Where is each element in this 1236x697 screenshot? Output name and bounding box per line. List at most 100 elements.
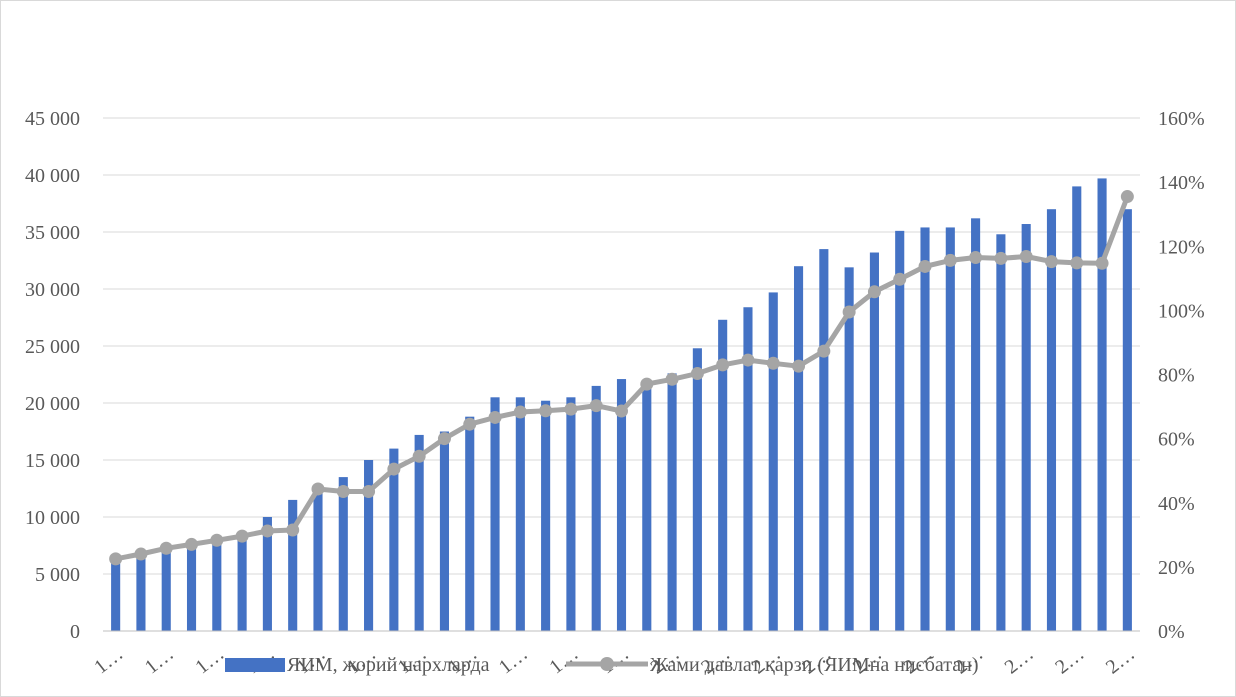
debt-ratio-point <box>159 541 173 555</box>
left-y-tick-label: 25 000 <box>25 336 80 358</box>
gdp-bar <box>1072 186 1082 631</box>
gdp-bar <box>414 434 424 631</box>
debt-ratio-point <box>994 251 1008 265</box>
x-tick-label: 1… <box>191 643 228 679</box>
left-y-axis: 0 5 000 10 000 15 000 20 000 25 000 30 000 35 0… <box>25 108 80 643</box>
x-tick-label: 2… <box>1051 643 1088 679</box>
x-tick-label: 1… <box>495 643 532 679</box>
right-y-tick-label: 160% <box>1158 108 1205 130</box>
gdp-bar <box>338 477 348 631</box>
debt-ratio-point <box>792 359 806 373</box>
gdp-bar <box>389 448 399 631</box>
debt-ratio-point <box>867 285 881 299</box>
debt-ratio-point <box>893 272 907 286</box>
gdp-bar <box>1122 209 1132 631</box>
left-y-tick-label: 0 <box>70 621 80 643</box>
debt-ratio-point <box>1095 256 1109 270</box>
gdp-bar <box>920 227 930 631</box>
gdp-bar <box>262 517 272 631</box>
debt-ratio-point <box>185 537 199 551</box>
debt-ratio-point <box>969 250 983 264</box>
left-y-tick-label: 15 000 <box>25 450 80 472</box>
debt-ratio-point <box>766 356 780 370</box>
debt-ratio-point <box>286 523 300 537</box>
gdp-bar <box>793 266 804 631</box>
gdp-bar <box>718 319 728 631</box>
gdp-bar <box>667 373 677 631</box>
gdp-bar <box>642 382 652 631</box>
gdp-bar <box>1046 209 1057 631</box>
gdp-bar <box>743 307 753 631</box>
debt-ratio-point <box>134 547 148 561</box>
debt-ratio-point <box>539 404 553 418</box>
debt-ratio-point <box>437 432 451 446</box>
right-y-axis: 0% 20% 40% 60% 80% 100% 120% 140% 160% <box>1158 108 1205 643</box>
gdp-bar <box>541 400 551 631</box>
debt-ratio-point <box>943 253 957 267</box>
x-tick-label: 1… <box>141 643 178 679</box>
gdp-bar <box>212 540 222 631</box>
left-y-tick-label: 35 000 <box>25 222 80 244</box>
debt-ratio-point <box>817 344 831 358</box>
gdp-bar <box>186 545 197 631</box>
debt-ratio-point <box>109 552 123 566</box>
debt-ratio-point <box>615 404 628 418</box>
gdp-bar <box>515 397 525 631</box>
gdp-bars <box>111 178 1132 632</box>
right-y-tick-label: 20% <box>1158 557 1195 579</box>
debt-ratio-point <box>488 410 502 424</box>
debt-ratio-point <box>387 462 401 476</box>
gdp-bar <box>1097 178 1107 632</box>
debt-ratio-point <box>741 353 755 367</box>
gdp-bar <box>161 551 171 631</box>
debt-ratio-point <box>564 402 578 416</box>
debt-ratio-point <box>235 529 249 543</box>
x-tick-label: 2… <box>1001 643 1038 679</box>
x-tick-label: 1… <box>545 643 582 679</box>
gdp-bar <box>996 234 1006 631</box>
gdp-bar <box>237 532 247 631</box>
right-y-tick-label: 100% <box>1158 300 1205 322</box>
left-y-tick-label: 30 000 <box>25 279 80 301</box>
debt-ratio-point <box>463 417 477 431</box>
gdp-bar <box>566 397 576 631</box>
debt-ratio-point <box>260 524 274 538</box>
debt-ratio-point <box>1070 256 1084 270</box>
gdp-bar <box>591 385 601 631</box>
debt-ratio-point <box>336 485 350 499</box>
debt-ratio-point <box>1120 190 1134 204</box>
gridlines <box>103 117 1140 575</box>
gdp-bar <box>768 292 778 631</box>
debt-ratio-point <box>1019 250 1033 264</box>
legend-swatch-gdp <box>225 658 285 672</box>
x-tick-label: 2… <box>1102 643 1139 679</box>
gdp-bar <box>844 267 854 631</box>
debt-ratio-point <box>362 485 376 499</box>
left-y-tick-label: 45 000 <box>25 108 80 130</box>
gdp-bar <box>616 379 627 631</box>
debt-ratio-point <box>1044 255 1058 269</box>
gdp-bar <box>1021 224 1031 631</box>
gdp-bar <box>288 499 298 631</box>
legend: ЯИМ, жорий нархларда Жами давлат қарзи (Я… <box>225 654 979 676</box>
gdp-bar <box>465 416 475 631</box>
debt-ratio-point <box>690 367 704 381</box>
debt-ratio-point <box>665 372 679 386</box>
legend-swatch-debt-marker <box>600 657 614 671</box>
left-y-tick-label: 40 000 <box>25 165 80 187</box>
gdp-bar <box>692 348 702 631</box>
right-y-tick-label: 40% <box>1158 493 1195 515</box>
debt-line <box>109 190 1134 566</box>
debt-ratio-point <box>412 449 426 463</box>
debt-ratio-point <box>640 377 654 391</box>
right-y-tick-label: 120% <box>1158 236 1205 258</box>
gdp-bar <box>971 218 981 631</box>
debt-ratio-point <box>918 259 932 273</box>
left-y-tick-label: 10 000 <box>25 507 80 529</box>
right-y-tick-label: 60% <box>1158 429 1195 451</box>
debt-ratio-point <box>842 305 856 319</box>
right-y-tick-label: 140% <box>1158 172 1205 194</box>
gdp-bar <box>136 558 146 631</box>
debt-ratio-point <box>513 405 527 419</box>
